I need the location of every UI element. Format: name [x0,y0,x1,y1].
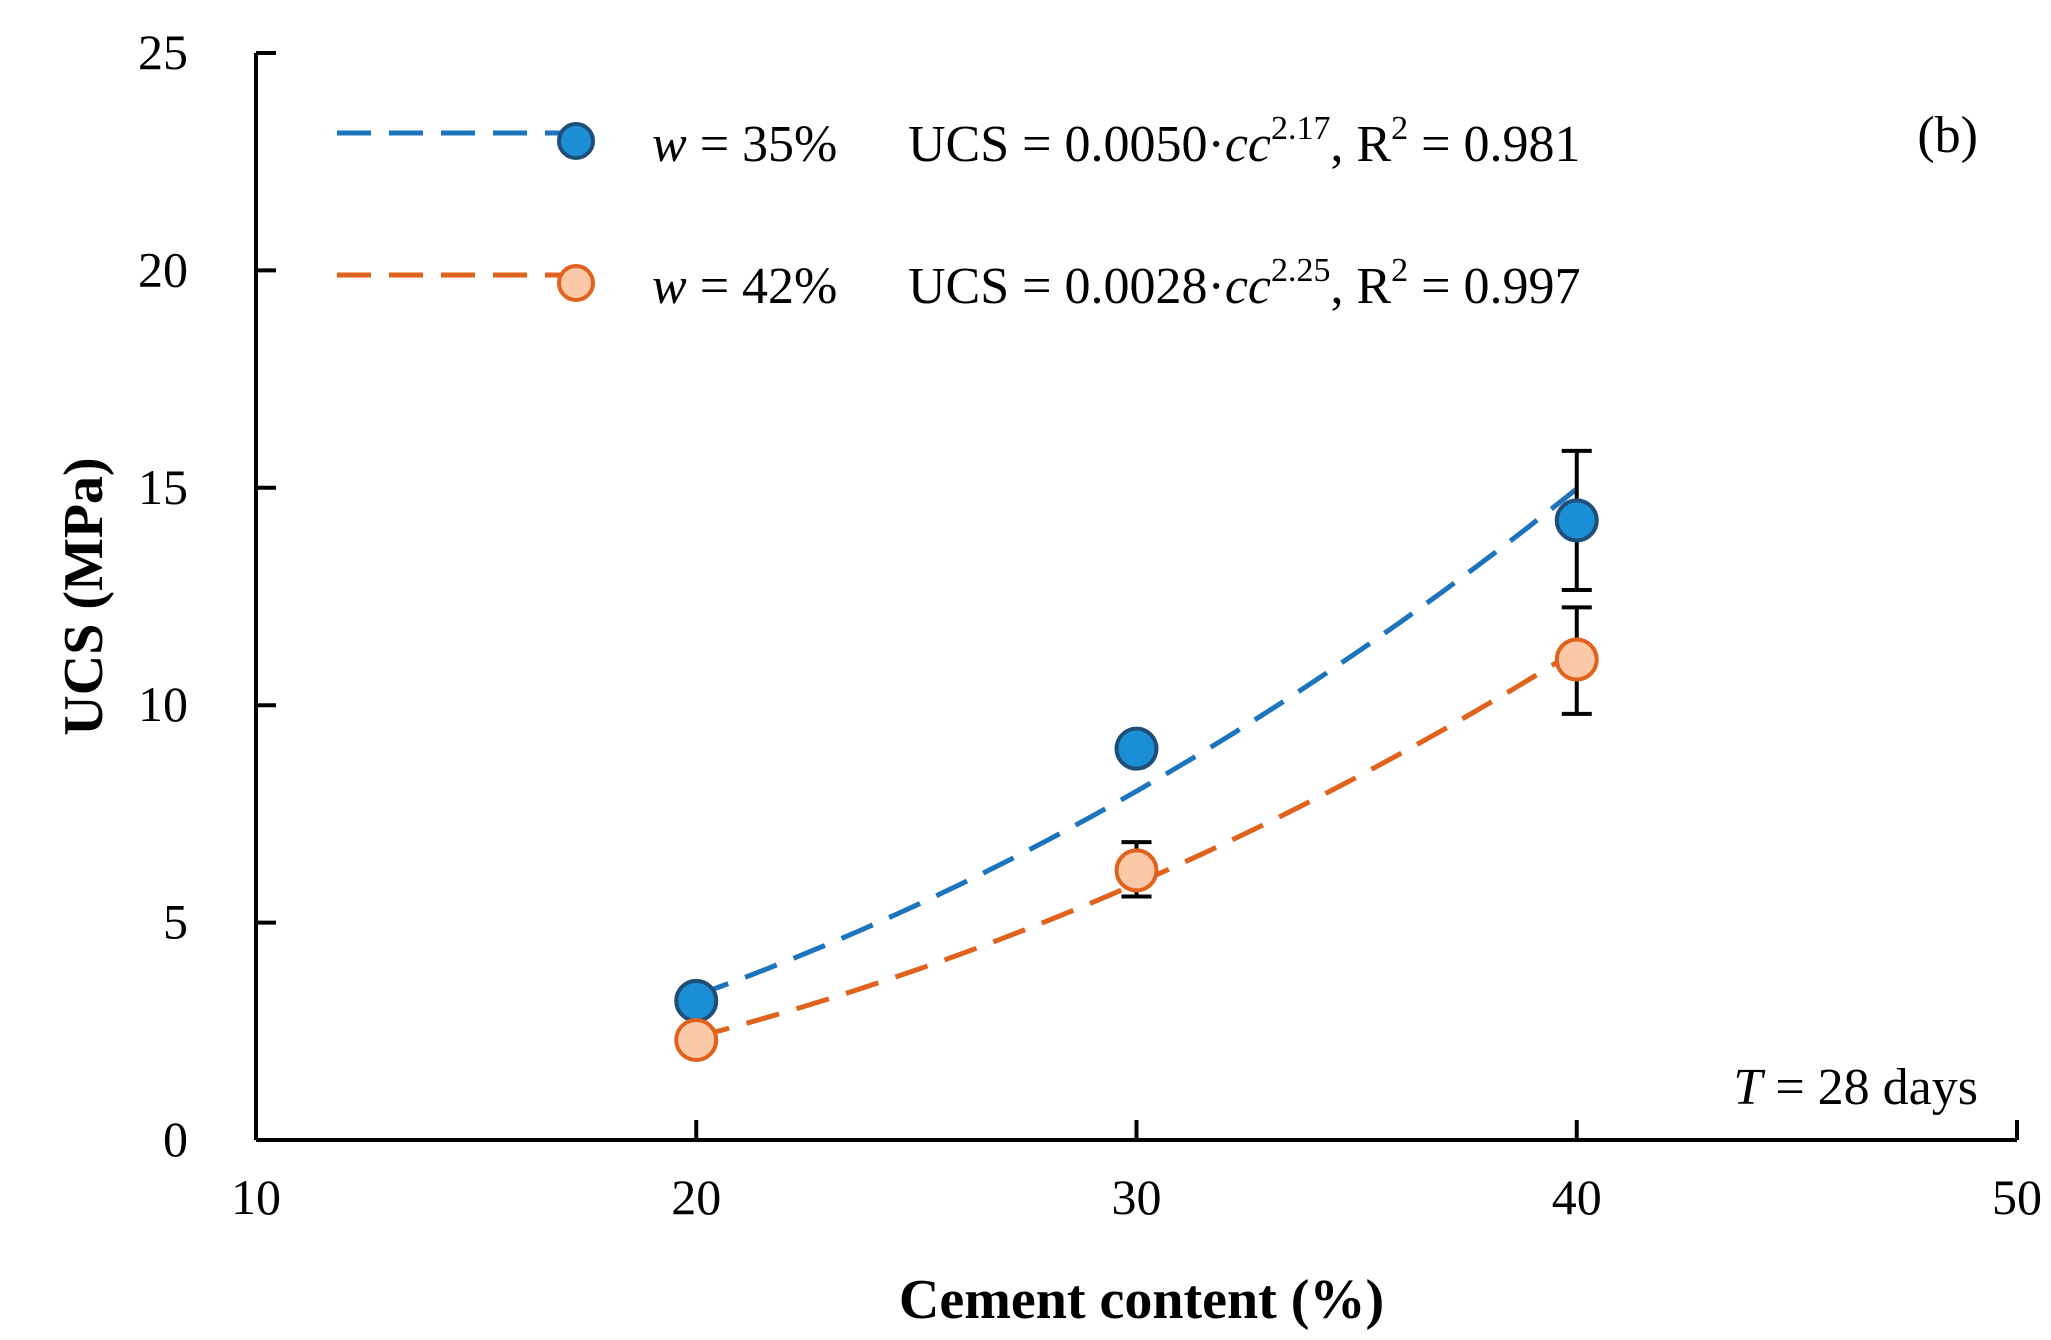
x-tick-label: 30 [1112,1169,1162,1225]
legend-value: = 35% [687,116,838,173]
legend-var: w [652,258,687,315]
y-tick-label: 5 [163,894,188,950]
legend-equation-2: UCS = 0.0028·cc2.25, R2 = 0.997 [908,252,1581,315]
data-point-series-1 [1114,726,1159,771]
legend: w = 35% UCS = 0.0050·cc2.17, R2 = 0.981w … [337,110,1581,315]
fit-line-2 [695,647,1579,1040]
legend-marker-2 [557,264,595,302]
axes: 0 5 10 15 20 25 10 20 30 40 50 [138,24,2042,1225]
x-tick-label: 40 [1552,1169,1602,1225]
equation-exponent: 2.25 [1271,252,1331,289]
data-points [674,498,1599,1062]
annotation-text: = 28 days [1762,1059,1978,1116]
x-tick-label: 20 [671,1169,721,1225]
r2-label: , R [1330,116,1391,173]
y-axis-title: UCS (MPa) [53,457,115,735]
r2-value: = 0.981 [1408,116,1580,173]
legend-marker-1 [557,122,595,160]
legend-label-2: w = 42% [652,258,837,315]
equation-exponent: 2.17 [1271,110,1331,147]
y-tick-label: 10 [138,676,188,732]
annotation-var: T [1733,1059,1765,1116]
legend-equation-1: UCS = 0.0050·cc2.17, R2 = 0.981 [908,110,1581,173]
r2-superscript: 2 [1391,110,1408,147]
legend-var: w [652,116,687,173]
r2-value: = 0.997 [1408,258,1580,315]
legend-label-1: w = 35% [652,116,837,173]
annotation: T = 28 days [1733,1059,1978,1116]
equation-var: cc [1225,116,1271,173]
error-bars [1121,448,1592,899]
data-point-series-2 [674,1017,719,1062]
x-tick-label: 50 [1992,1169,2042,1225]
data-point-series-1 [1554,498,1599,543]
x-tick-label: 10 [231,1169,281,1225]
data-point-series-2 [1114,848,1159,893]
equation-var: cc [1225,258,1271,315]
y-tick-label: 20 [138,241,188,297]
data-point-series-1 [674,978,719,1023]
fit-lines [695,486,1579,1040]
equation-prefix: UCS = 0.0028· [908,258,1225,315]
y-tick-label: 25 [138,24,188,80]
legend-value: = 42% [687,258,838,315]
r2-label: , R [1330,258,1391,315]
x-axis-title: Cement content (%) [899,1269,1384,1331]
r2-superscript: 2 [1391,252,1408,289]
panel-label: (b) [1917,107,1978,164]
chart-labels: Cement content (%) UCS (MPa) (b) T = 28 day… [53,107,1978,1331]
fit-line-1 [695,486,1579,998]
y-tick-label: 0 [163,1111,188,1167]
data-point-series-2 [1554,637,1599,682]
equation-prefix: UCS = 0.0050· [908,116,1225,173]
y-tick-label: 15 [138,459,188,515]
